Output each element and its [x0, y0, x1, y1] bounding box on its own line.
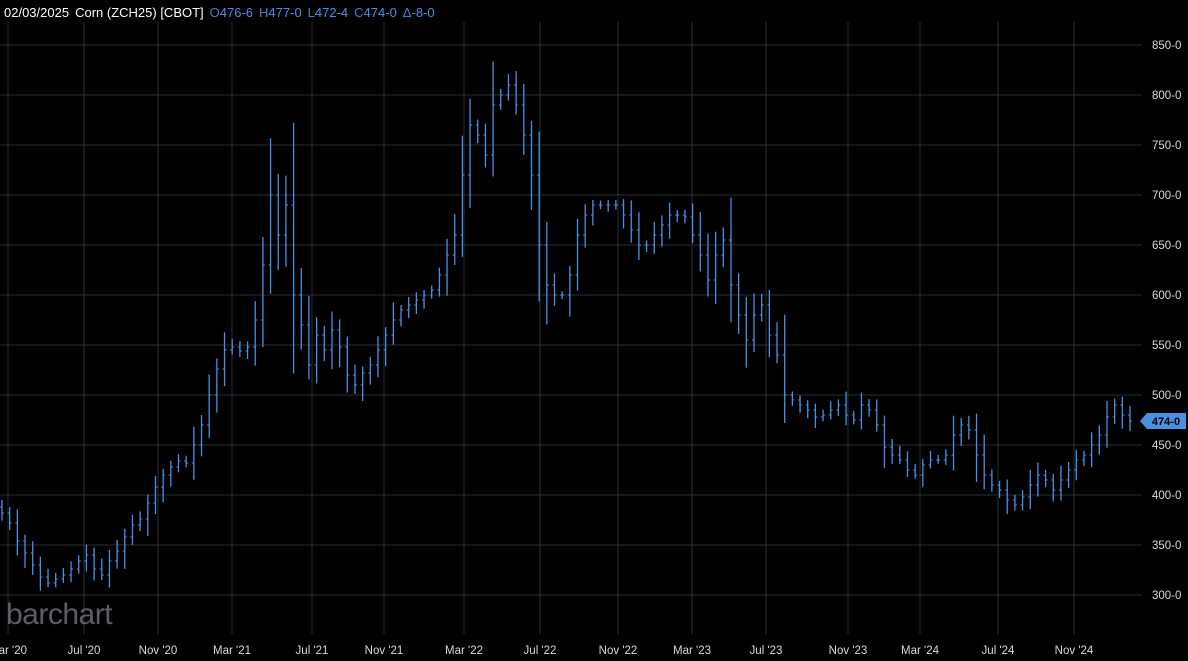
y-tick-label: 300-0: [1152, 590, 1181, 602]
x-tick-label: Jul '20: [68, 645, 101, 657]
y-tick-label: 500-0: [1152, 390, 1181, 402]
low-value: L472-4: [307, 4, 349, 20]
x-tick-label: Jul '21: [296, 645, 329, 657]
x-tick-label: Jul '24: [982, 645, 1015, 657]
x-tick-label: Nov '20: [139, 645, 178, 657]
y-tick-label: 800-0: [1152, 90, 1181, 102]
high-value: H477-0: [259, 4, 302, 20]
last-price-badge: [1140, 413, 1186, 429]
quote-header: 02/03/2025 Corn (ZCH25) [CBOT] O476-6 H4…: [4, 3, 435, 21]
change-value: Δ-8-0: [402, 4, 435, 20]
y-tick-label: 650-0: [1152, 240, 1181, 252]
y-tick-label: 750-0: [1152, 140, 1181, 152]
y-tick-label: 600-0: [1152, 290, 1181, 302]
quote-date: 02/03/2025: [4, 4, 70, 20]
x-tick-label: Mar '21: [213, 645, 251, 657]
y-tick-label: 550-0: [1152, 340, 1181, 352]
x-tick-label: Mar '23: [673, 645, 711, 657]
y-tick-label: 400-0: [1152, 490, 1181, 502]
x-tick-label: Nov '23: [829, 645, 868, 657]
x-tick-label: Nov '24: [1055, 645, 1094, 657]
x-tick-label: Nov '22: [599, 645, 638, 657]
open-value: O476-6: [209, 4, 254, 20]
x-tick-label: Mar '20: [0, 645, 27, 657]
barchart-logo: barchart: [6, 598, 113, 631]
last-price-label: 474-0: [1152, 416, 1180, 428]
x-tick-label: Nov '21: [365, 645, 404, 657]
x-tick-label: Jul '22: [524, 645, 557, 657]
y-tick-label: 700-0: [1152, 190, 1181, 202]
symbol-name: Corn (ZCH25) [CBOT]: [75, 4, 204, 20]
y-tick-label: 450-0: [1152, 440, 1181, 452]
x-tick-label: Mar '24: [901, 645, 940, 657]
y-tick-label: 850-0: [1152, 40, 1181, 52]
y-tick-label: 350-0: [1152, 540, 1181, 552]
x-tick-label: Jul '23: [750, 645, 783, 657]
close-value: C474-0: [354, 4, 397, 20]
x-tick-label: Mar '22: [445, 645, 483, 657]
